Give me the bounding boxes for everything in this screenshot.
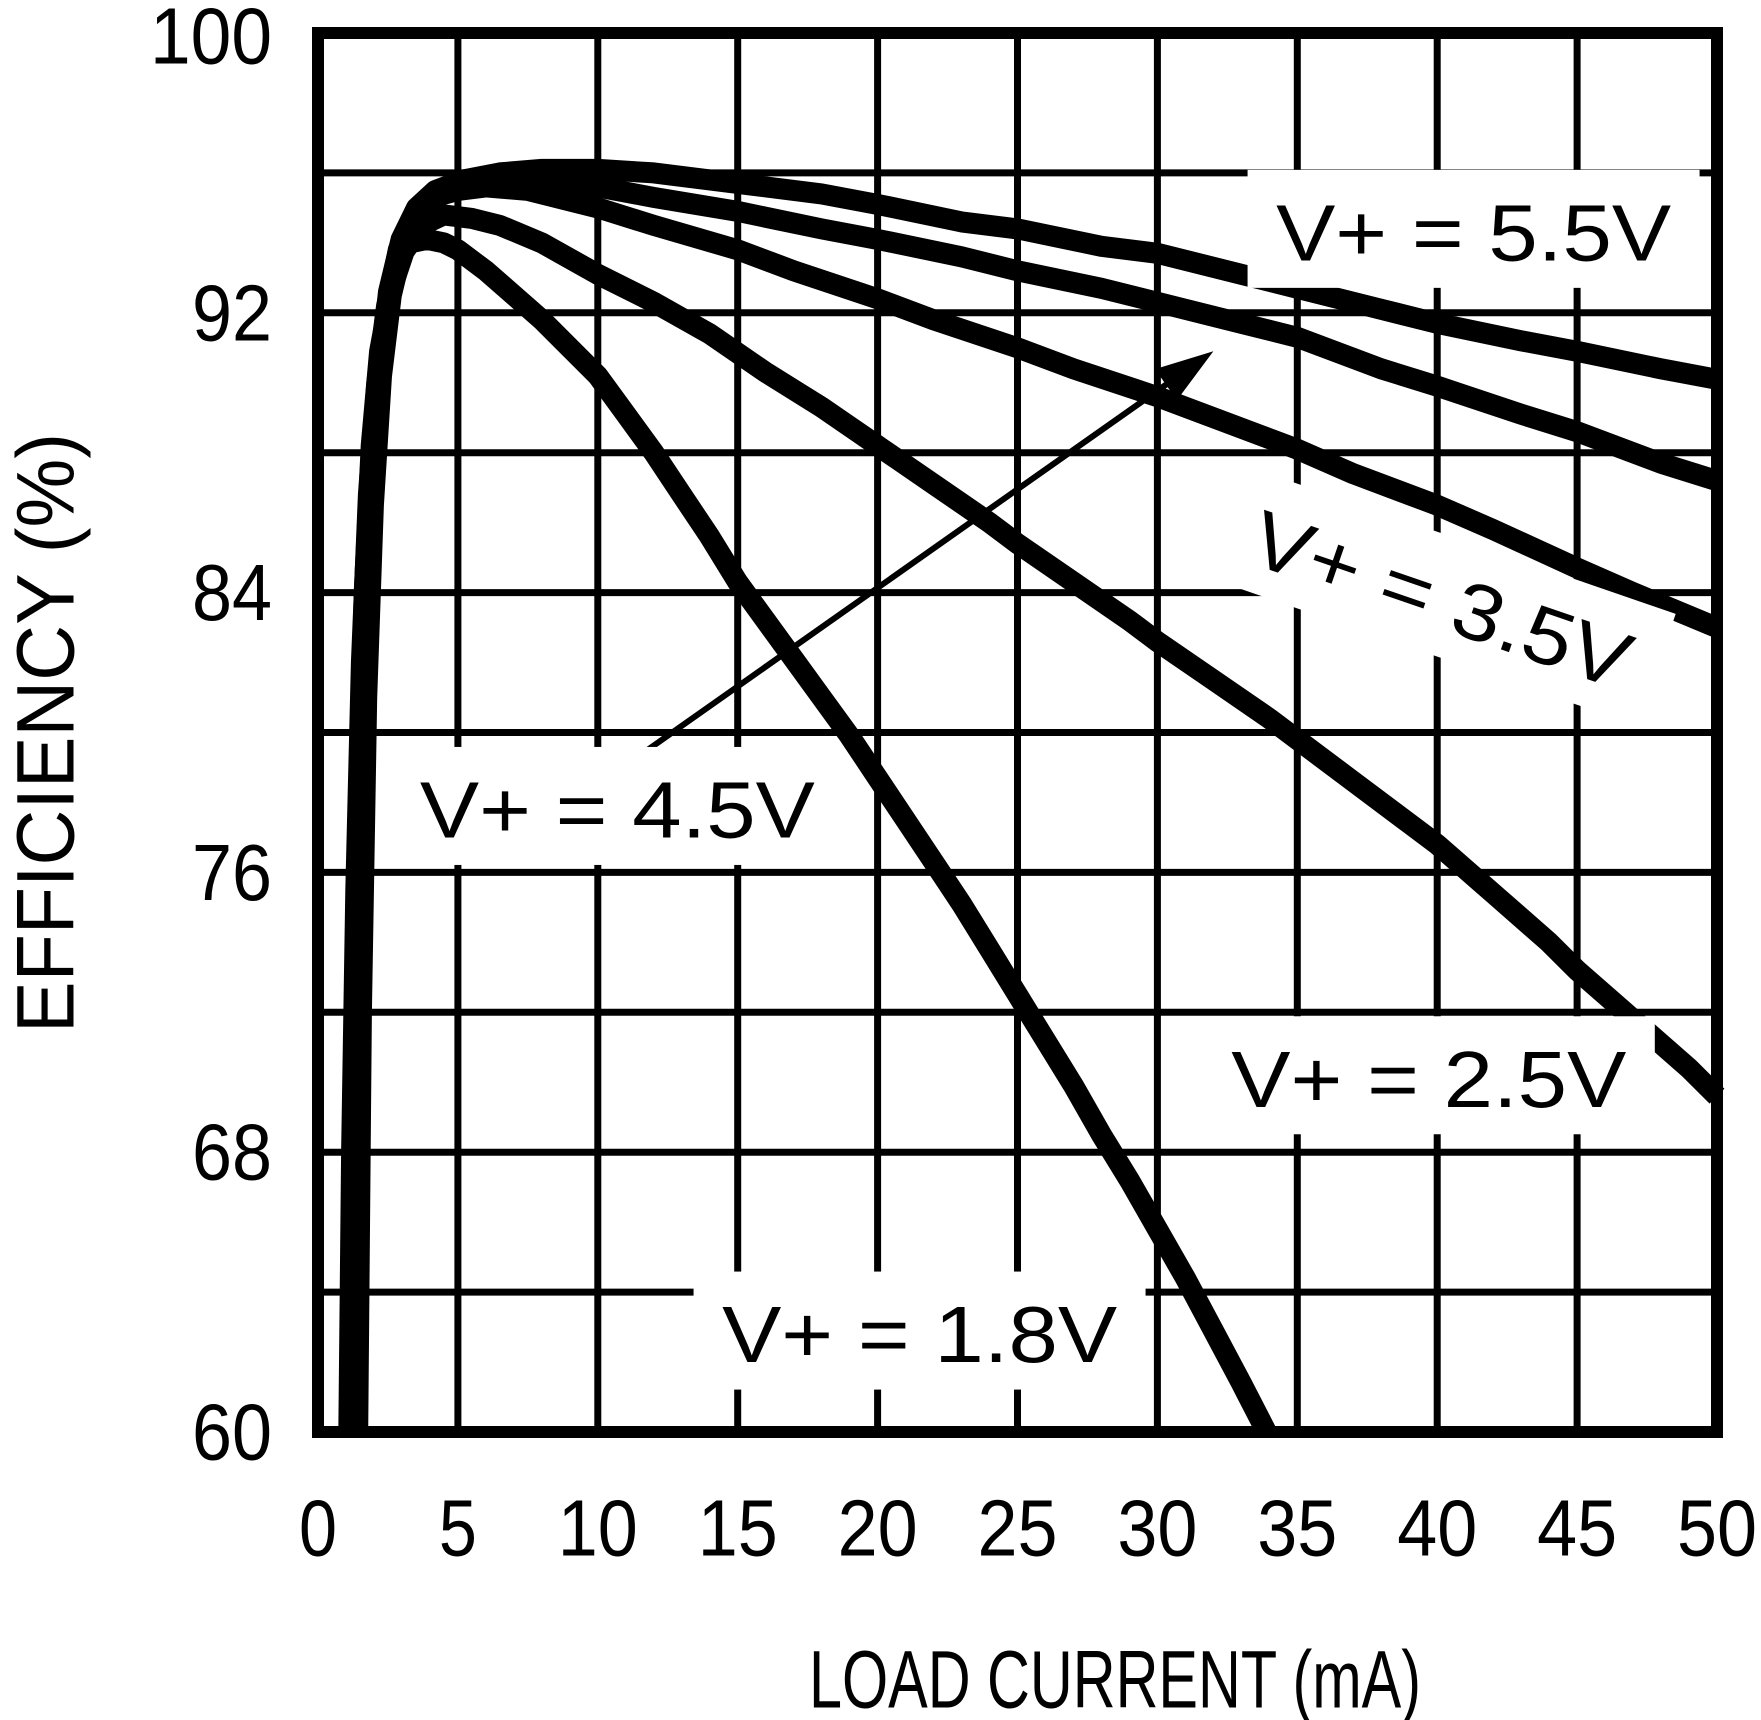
x-tick-label: 50 <box>1677 1484 1757 1573</box>
annotation-arrow-line-v45 <box>640 376 1176 756</box>
x-tick-label: 40 <box>1397 1484 1477 1573</box>
annotation-arrowhead-v45 <box>1155 351 1214 401</box>
x-tick-label: 15 <box>698 1484 778 1573</box>
annotation-mask-v55 <box>1247 169 1700 288</box>
y-tick-label: 76 <box>192 828 272 917</box>
annotation-group-v55: V+ = 5.5V <box>1247 169 1700 288</box>
curve-layer <box>338 158 1725 1437</box>
annotation-label-v18: V+ = 1.8V <box>722 1290 1118 1379</box>
x-tick-label: 25 <box>978 1484 1058 1573</box>
annotation-mask-v25 <box>1202 1016 1655 1135</box>
y-tick-label: 92 <box>192 268 272 357</box>
x-tick-label: 10 <box>558 1484 638 1573</box>
x-tick-label: 5 <box>439 1484 477 1573</box>
annotation-label-v45: V+ = 4.5V <box>420 765 816 854</box>
annotation-group-v18: V+ = 1.8V <box>693 1271 1146 1390</box>
annotation-mask-v18 <box>693 1271 1146 1390</box>
y-tick-label: 100 <box>150 0 272 81</box>
x-tick-label: 30 <box>1117 1484 1197 1573</box>
plot-border <box>312 27 1723 1438</box>
annotation-group-v25: V+ = 2.5V <box>1202 1016 1655 1135</box>
x-axis-title: LOAD CURRENT (mA) <box>809 1635 1421 1720</box>
plot-border-layer <box>312 27 1723 1438</box>
y-axis-title: EFFICIENCY (%) <box>1 433 92 1033</box>
annotation-layer: V+ = 5.5VV+ = 3.5VV+ = 4.5VV+ = 2.5VV+ =… <box>391 169 1700 1390</box>
x-tick-label: 45 <box>1537 1484 1617 1573</box>
y-tick-label: 60 <box>192 1388 272 1477</box>
tick-label-layer: 0 5 10 15 20 25 30 35 40 45 50 100 92 84 76 68 60 <box>150 0 1757 1573</box>
annotation-mask-v35 <box>1209 466 1676 726</box>
y-tick-label: 84 <box>192 548 272 637</box>
annotation-group-v45: V+ = 4.5V <box>391 746 844 865</box>
x-tick-label: 0 <box>299 1484 337 1573</box>
curve-v55 <box>347 158 1719 1433</box>
annotation-label-v25: V+ = 2.5V <box>1231 1035 1627 1124</box>
x-tick-label: 20 <box>838 1484 918 1573</box>
x-tick-label: 35 <box>1257 1484 1337 1573</box>
annotation-label-v55: V+ = 5.5V <box>1276 188 1672 277</box>
annotation-mask-v45 <box>391 746 844 865</box>
y-tick-label: 68 <box>192 1108 272 1197</box>
